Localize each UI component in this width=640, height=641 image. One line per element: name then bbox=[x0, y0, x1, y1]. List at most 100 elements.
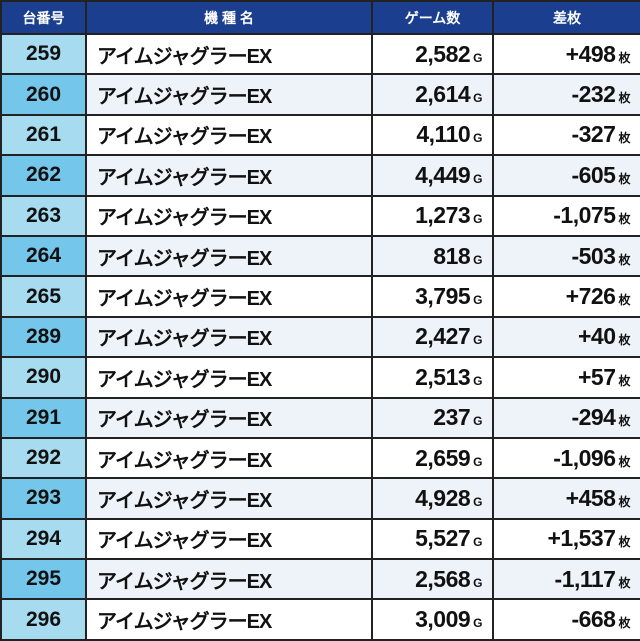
machine-name: アイムジャグラーEX bbox=[85, 356, 373, 399]
machine-number: 294 bbox=[0, 517, 87, 561]
games-value: 2,513 bbox=[415, 363, 471, 390]
diff-value: -668 bbox=[571, 606, 616, 633]
diff-value: +40 bbox=[577, 323, 616, 350]
games-unit: G bbox=[473, 535, 482, 550]
diff-unit: 枚 bbox=[618, 50, 630, 65]
table-row: 289 アイムジャグラーEX 2,427 G +40 枚 bbox=[0, 315, 640, 359]
diff-unit: 枚 bbox=[618, 131, 630, 146]
diff-cell: -668 枚 bbox=[492, 598, 640, 641]
games-cell: 2,659 G bbox=[371, 436, 494, 480]
games-value: 2,568 bbox=[415, 565, 471, 592]
games-unit: G bbox=[473, 373, 482, 388]
diff-unit: 枚 bbox=[618, 575, 630, 590]
diff-cell: -503 枚 bbox=[492, 234, 640, 278]
diff-value: -232 bbox=[571, 81, 616, 108]
games-value: 3,795 bbox=[415, 283, 471, 310]
games-value: 2,659 bbox=[415, 444, 471, 471]
machine-number: 292 bbox=[0, 436, 87, 480]
diff-value: -327 bbox=[571, 121, 616, 148]
diff-cell: -1,096 枚 bbox=[492, 436, 640, 480]
games-cell: 5,527 G bbox=[371, 517, 494, 561]
table-row: 262 アイムジャグラーEX 4,449 G -605 枚 bbox=[0, 154, 640, 197]
games-cell: 2,614 G bbox=[371, 73, 494, 116]
games-cell: 818 G bbox=[371, 234, 494, 278]
machine-number: 262 bbox=[0, 154, 87, 197]
games-cell: 237 G bbox=[371, 396, 494, 439]
table-row: 290 アイムジャグラーEX 2,513 G +57 枚 bbox=[0, 356, 640, 399]
machine-name: アイムジャグラーEX bbox=[85, 32, 373, 76]
machine-number: 296 bbox=[0, 598, 87, 641]
games-value: 4,928 bbox=[415, 484, 471, 511]
header-diff: 差枚 bbox=[492, 0, 640, 35]
machine-name: アイムジャグラーEX bbox=[85, 558, 373, 601]
header-games: ゲーム数 bbox=[371, 0, 494, 35]
diff-value: +1,537 bbox=[547, 525, 616, 552]
games-value: 1,273 bbox=[415, 202, 471, 229]
diff-value: -1,117 bbox=[554, 565, 616, 592]
diff-unit: 枚 bbox=[618, 91, 630, 106]
games-unit: G bbox=[473, 454, 482, 469]
games-unit: G bbox=[473, 91, 482, 106]
games-unit: G bbox=[473, 333, 482, 348]
games-cell: 2,427 G bbox=[371, 315, 494, 359]
games-cell: 3,009 G bbox=[371, 598, 494, 641]
diff-unit: 枚 bbox=[618, 212, 630, 227]
games-cell: 4,449 G bbox=[371, 154, 494, 197]
diff-cell: -232 枚 bbox=[492, 73, 640, 116]
games-cell: 1,273 G bbox=[371, 194, 494, 237]
diff-cell: -605 枚 bbox=[492, 154, 640, 197]
diff-unit: 枚 bbox=[618, 414, 630, 429]
games-cell: 2,582 G bbox=[371, 32, 494, 76]
games-unit: G bbox=[473, 293, 482, 308]
games-value: 237 bbox=[433, 404, 471, 431]
diff-value: +498 bbox=[565, 40, 616, 67]
games-unit: G bbox=[473, 414, 482, 429]
machine-name: アイムジャグラーEX bbox=[85, 315, 373, 359]
diff-cell: +57 枚 bbox=[492, 356, 640, 399]
games-unit: G bbox=[473, 252, 482, 267]
diff-cell: +40 枚 bbox=[492, 315, 640, 359]
diff-cell: -1,117 枚 bbox=[492, 558, 640, 601]
games-value: 3,009 bbox=[415, 606, 471, 633]
table-row: 259 アイムジャグラーEX 2,582 G +498 枚 bbox=[0, 32, 640, 76]
games-value: 4,110 bbox=[416, 121, 471, 148]
diff-cell: +458 枚 bbox=[492, 477, 640, 520]
games-value: 818 bbox=[433, 242, 471, 269]
table-row: 293 アイムジャグラーEX 4,928 G +458 枚 bbox=[0, 477, 640, 520]
machine-name: アイムジャグラーEX bbox=[85, 477, 373, 520]
games-unit: G bbox=[473, 50, 482, 65]
machine-number: 265 bbox=[0, 275, 87, 318]
machine-name: アイムジャグラーEX bbox=[85, 113, 373, 157]
diff-value: +57 bbox=[577, 363, 616, 390]
header-machine-name: 機 種 名 bbox=[85, 0, 373, 35]
machine-number: 263 bbox=[0, 194, 87, 237]
header-machine-number: 台番号 bbox=[0, 0, 87, 35]
table-row: 294 アイムジャグラーEX 5,527 G +1,537 枚 bbox=[0, 517, 640, 561]
machine-name: アイムジャグラーEX bbox=[85, 598, 373, 641]
machine-number: 290 bbox=[0, 356, 87, 399]
diff-unit: 枚 bbox=[618, 252, 630, 267]
games-value: 2,582 bbox=[415, 40, 471, 67]
games-unit: G bbox=[473, 212, 482, 227]
machine-number: 259 bbox=[0, 32, 87, 76]
diff-unit: 枚 bbox=[618, 535, 630, 550]
games-cell: 2,568 G bbox=[371, 558, 494, 601]
games-unit: G bbox=[473, 616, 482, 631]
diff-cell: -294 枚 bbox=[492, 396, 640, 439]
games-value: 4,449 bbox=[415, 161, 471, 188]
games-unit: G bbox=[473, 575, 482, 590]
diff-cell: +726 枚 bbox=[492, 275, 640, 318]
machine-number: 289 bbox=[0, 315, 87, 359]
machine-number: 293 bbox=[0, 477, 87, 520]
table-row: 265 アイムジャグラーEX 3,795 G +726 枚 bbox=[0, 275, 640, 318]
machine-name: アイムジャグラーEX bbox=[85, 396, 373, 439]
machine-name: アイムジャグラーEX bbox=[85, 275, 373, 318]
diff-cell: -327 枚 bbox=[492, 113, 640, 157]
diff-unit: 枚 bbox=[618, 616, 630, 631]
games-value: 2,614 bbox=[415, 81, 471, 108]
diff-unit: 枚 bbox=[618, 373, 630, 388]
table-row: 260 アイムジャグラーEX 2,614 G -232 枚 bbox=[0, 73, 640, 116]
table-row: 264 アイムジャグラーEX 818 G -503 枚 bbox=[0, 234, 640, 278]
machine-name: アイムジャグラーEX bbox=[85, 234, 373, 278]
